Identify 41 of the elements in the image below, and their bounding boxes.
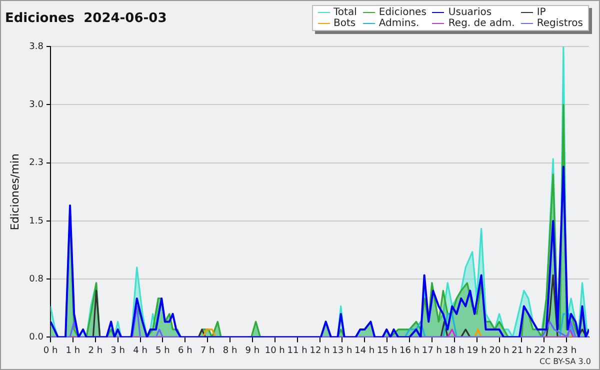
x-tick-label: 6 h	[178, 346, 192, 356]
y-tick-label: 1.5	[29, 216, 44, 226]
x-tick-label: 9 h	[245, 346, 260, 356]
y-tick-label: 0.8	[29, 274, 44, 284]
x-tick-label: 23 h	[556, 346, 577, 356]
y-tick-label: 3.0	[29, 100, 44, 110]
x-tick-label: 15 h	[377, 346, 398, 356]
legend-label: Admins.	[378, 18, 420, 29]
x-tick-label: 8 h	[222, 346, 238, 356]
legend-label: Bots	[332, 18, 357, 29]
legend-label: Registros	[536, 18, 583, 29]
y-tick-label: 3.8	[29, 42, 44, 52]
text: CC BY-SA 3.0	[539, 357, 591, 366]
x-tick-label: 4 h	[133, 346, 148, 356]
y-axis-title: Ediciones/min	[8, 154, 22, 230]
x-tick-label: 14 h	[354, 346, 375, 356]
y-tick-label: 2.3	[29, 158, 44, 168]
chart-title: Ediciones 2024-06-03	[5, 11, 167, 26]
x-tick-label: 13 h	[332, 346, 352, 356]
legend-label: Reg. de adm.	[447, 18, 515, 29]
x-tick-label: 16 h	[399, 346, 420, 356]
x-tick-label: 18 h	[444, 346, 464, 356]
x-tick-label: 2 h	[88, 346, 103, 356]
x-tick-label: 21 h	[512, 346, 532, 356]
x-tick-label: 20 h	[489, 346, 510, 356]
x-tick-label: 22 h	[534, 346, 554, 356]
x-tick-label: 10 h	[264, 346, 285, 356]
legend-label: Usuarios	[447, 7, 493, 18]
x-tick-label: 0 h	[43, 346, 58, 356]
legend-label: Ediciones	[378, 7, 426, 18]
x-tick-label: 19 h	[466, 346, 487, 356]
y-tick-label: 0.0	[29, 332, 44, 343]
x-tick-label: 1 h	[66, 346, 80, 356]
x-tick-label: 3 h	[110, 346, 125, 356]
legend-label: IP	[536, 7, 547, 18]
x-tick-label: 12 h	[310, 346, 330, 356]
x-tick-label: 7 h	[200, 346, 215, 356]
x-tick-label: 17 h	[422, 346, 442, 356]
x-tick-label: 11 h	[287, 346, 308, 356]
x-tick-label: 5 h	[156, 346, 170, 356]
legend-label: Total	[332, 7, 357, 18]
